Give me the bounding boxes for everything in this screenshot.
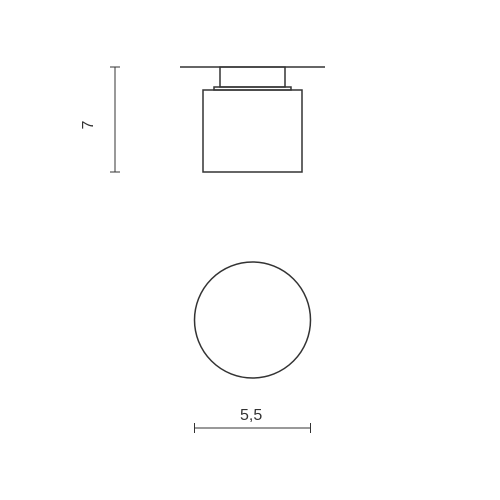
dim-height-label: 7: [80, 120, 97, 129]
fixture-circle: [195, 262, 311, 378]
side-view: [180, 67, 325, 172]
plan-view: [195, 262, 311, 378]
collar: [220, 67, 285, 87]
fixture-body: [203, 90, 302, 172]
dim-diameter-label: 5,5: [240, 407, 262, 424]
technical-drawing: 7 5,5: [0, 0, 500, 500]
dim-height: 7: [80, 67, 120, 172]
dim-diameter: 5,5: [195, 407, 311, 433]
